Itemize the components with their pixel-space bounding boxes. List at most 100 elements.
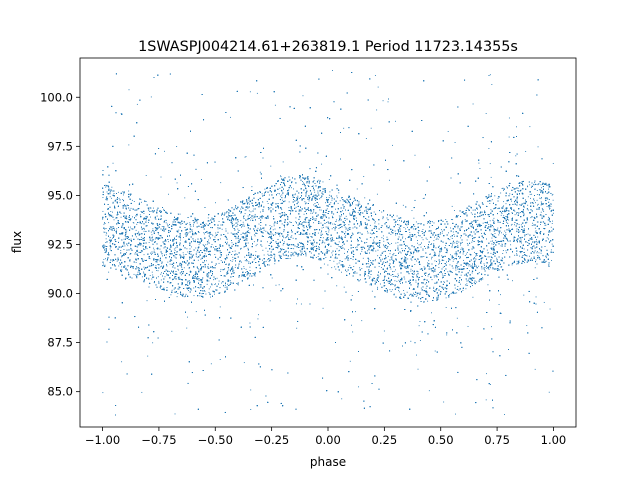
data-point: [246, 201, 248, 203]
data-point: [458, 241, 460, 243]
data-point: [145, 219, 147, 221]
data-point: [429, 220, 431, 222]
data-point: [235, 226, 237, 228]
data-point: [302, 229, 304, 231]
data-point: [152, 223, 154, 225]
data-point: [488, 196, 490, 198]
data-point: [450, 227, 451, 229]
data-point: [256, 92, 258, 94]
data-point: [386, 260, 388, 262]
data-point: [298, 211, 300, 213]
data-point: [454, 226, 456, 228]
data-point: [211, 284, 213, 286]
data-point: [373, 237, 375, 239]
data-point: [336, 219, 338, 221]
data-point: [308, 180, 310, 182]
data-point: [249, 322, 251, 324]
data-point: [126, 221, 128, 223]
data-point: [373, 232, 375, 234]
data-point: [411, 259, 413, 261]
data-point: [255, 254, 257, 256]
data-point: [357, 243, 359, 245]
data-point: [547, 192, 549, 194]
data-point: [173, 265, 175, 267]
data-point: [214, 239, 216, 240]
data-point: [237, 228, 239, 230]
data-point: [507, 200, 509, 202]
data-point: [474, 219, 476, 221]
data-point: [539, 189, 541, 191]
data-point: [121, 256, 123, 258]
data-point: [155, 268, 157, 270]
data-point: [278, 251, 280, 253]
data-point: [437, 238, 439, 240]
data-point: [305, 255, 307, 257]
data-point: [160, 210, 162, 212]
data-point: [303, 213, 305, 215]
data-point: [352, 331, 354, 333]
data-point: [242, 275, 244, 277]
data-point: [461, 247, 463, 249]
data-point: [218, 262, 220, 264]
data-point: [289, 244, 291, 246]
data-point: [509, 193, 511, 195]
data-point: [511, 223, 513, 225]
data-point: [331, 215, 333, 217]
data-point: [451, 256, 453, 258]
data-point: [527, 233, 529, 235]
data-point: [322, 181, 324, 183]
data-point: [480, 225, 482, 227]
data-point: [186, 327, 188, 329]
data-point: [474, 258, 476, 260]
data-point: [518, 190, 520, 192]
data-point: [264, 261, 266, 263]
data-point: [533, 202, 534, 204]
data-point: [345, 228, 347, 230]
data-point: [333, 227, 334, 229]
data-point: [405, 228, 407, 230]
data-point: [171, 330, 173, 332]
data-point: [491, 326, 492, 328]
data-point: [427, 262, 428, 264]
data-point: [386, 217, 388, 219]
data-point: [386, 236, 388, 238]
data-point: [233, 270, 235, 272]
data-point: [464, 255, 466, 256]
data-point: [482, 222, 484, 224]
data-point: [408, 224, 409, 225]
data-point: [397, 242, 399, 244]
data-point: [359, 237, 361, 239]
data-point: [323, 211, 325, 213]
data-point: [251, 246, 253, 248]
data-point: [128, 190, 130, 192]
data-point: [370, 260, 371, 261]
data-point: [359, 214, 361, 216]
data-point: [433, 271, 434, 273]
data-point: [302, 95, 304, 97]
data-point: [532, 222, 534, 224]
data-point: [390, 290, 392, 292]
data-point: [368, 209, 370, 211]
data-point: [314, 220, 316, 221]
data-point: [141, 391, 143, 393]
data-point: [203, 226, 205, 228]
data-point: [113, 243, 115, 245]
data-point: [438, 233, 440, 235]
data-point: [318, 179, 320, 181]
data-point: [538, 183, 540, 185]
data-point: [336, 195, 338, 197]
data-point: [204, 290, 205, 291]
data-point: [531, 257, 533, 259]
data-point: [412, 253, 414, 255]
data-point: [488, 268, 490, 270]
data-point: [189, 271, 191, 273]
data-point: [269, 300, 271, 302]
data-point: [370, 237, 372, 239]
data-point: [118, 265, 120, 267]
data-point: [355, 247, 357, 249]
data-point: [337, 202, 339, 204]
data-point: [405, 260, 407, 262]
data-point: [224, 212, 226, 214]
data-point: [473, 281, 475, 283]
data-point: [130, 207, 132, 209]
